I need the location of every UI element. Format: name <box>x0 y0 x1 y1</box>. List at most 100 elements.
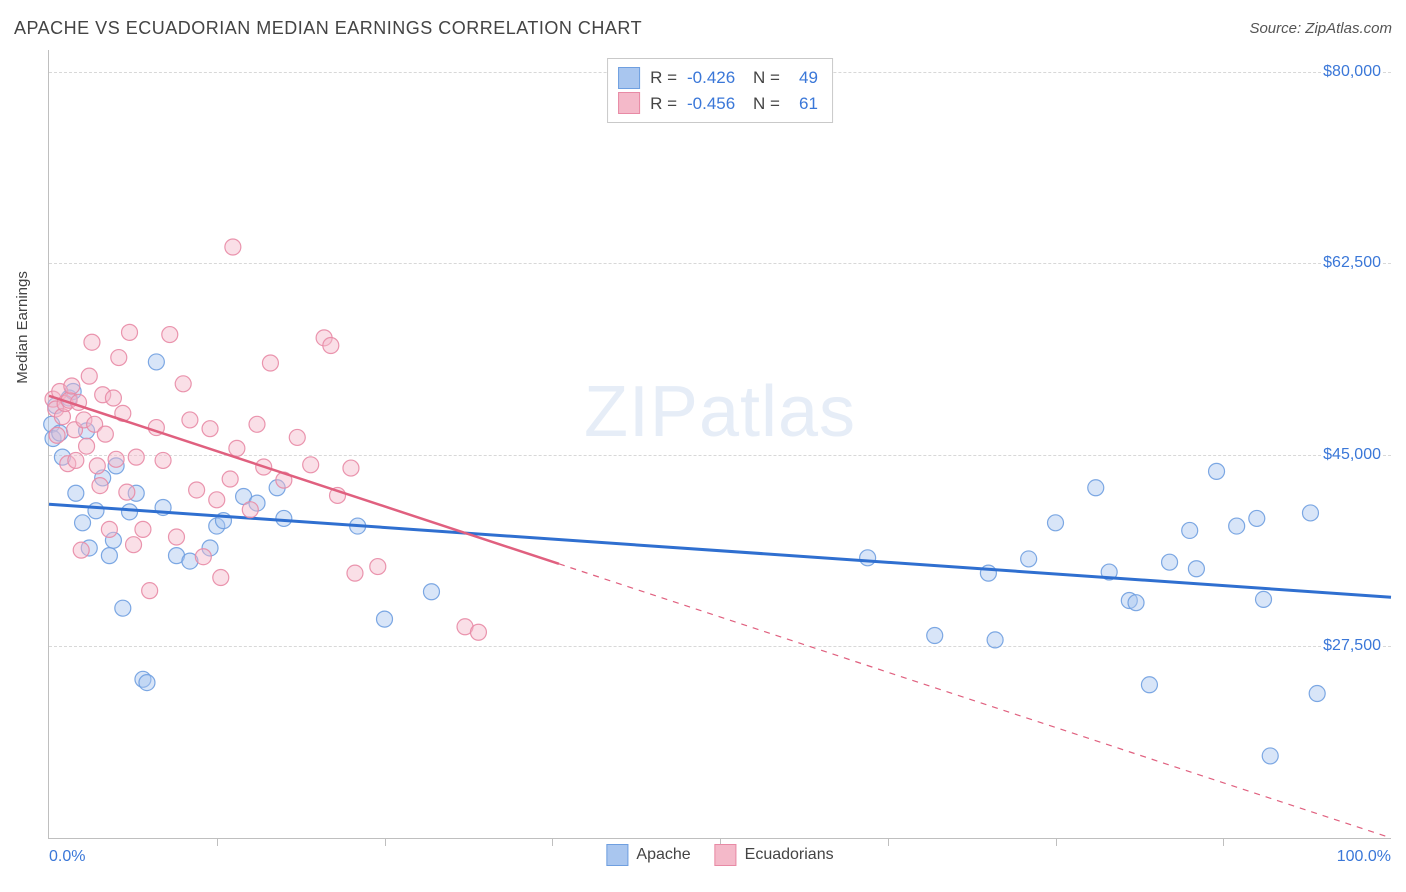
data-point <box>242 502 258 518</box>
data-point <box>370 559 386 575</box>
data-point <box>122 324 138 340</box>
data-point <box>84 334 100 350</box>
data-point <box>49 427 65 443</box>
legend-label-ecuadorians: Ecuadorians <box>745 846 834 864</box>
stat-r-apache: -0.426 <box>687 65 743 91</box>
data-point <box>73 542 89 558</box>
data-point <box>115 600 131 616</box>
stats-row-ecuadorians: R = -0.456 N = 61 <box>618 91 818 117</box>
data-point <box>128 449 144 465</box>
data-point <box>377 611 393 627</box>
stat-r-label: R = <box>650 91 677 117</box>
data-point <box>1309 686 1325 702</box>
data-point <box>222 471 238 487</box>
data-point <box>209 492 225 508</box>
data-point <box>343 460 359 476</box>
data-point <box>1048 515 1064 531</box>
data-point <box>1262 748 1278 764</box>
data-point <box>189 482 205 498</box>
chart-title: APACHE VS ECUADORIAN MEDIAN EARNINGS COR… <box>14 18 642 38</box>
data-point <box>162 327 178 343</box>
data-point <box>148 354 164 370</box>
data-point <box>92 478 108 494</box>
data-point <box>927 628 943 644</box>
data-point <box>101 548 117 564</box>
chart-source: Source: ZipAtlas.com <box>1249 20 1392 37</box>
chart-svg <box>49 50 1391 838</box>
data-point <box>860 550 876 566</box>
data-point <box>225 239 241 255</box>
data-point <box>81 368 97 384</box>
data-point <box>122 504 138 520</box>
data-point <box>1088 480 1104 496</box>
stat-n-label: N = <box>753 91 780 117</box>
data-point <box>229 440 245 456</box>
data-point <box>987 632 1003 648</box>
data-point <box>1302 505 1318 521</box>
stats-row-apache: R = -0.426 N = 49 <box>618 65 818 91</box>
data-point <box>1182 522 1198 538</box>
data-point <box>202 421 218 437</box>
stat-n-apache: 49 <box>790 65 818 91</box>
data-point <box>97 426 113 442</box>
data-point <box>108 451 124 467</box>
swatch-ecuadorians <box>618 92 640 114</box>
data-point <box>1209 463 1225 479</box>
data-point <box>89 458 105 474</box>
data-point <box>262 355 278 371</box>
data-point <box>79 438 95 454</box>
data-point <box>323 338 339 354</box>
stat-n-ecuadorians: 61 <box>790 91 818 117</box>
stat-r-ecuadorians: -0.456 <box>687 91 743 117</box>
legend-item-apache: Apache <box>606 844 690 866</box>
data-point <box>1162 554 1178 570</box>
data-point <box>88 503 104 519</box>
data-point <box>68 485 84 501</box>
data-point <box>139 675 155 691</box>
data-point <box>168 529 184 545</box>
data-point <box>213 570 229 586</box>
legend-item-ecuadorians: Ecuadorians <box>715 844 834 866</box>
data-point <box>155 452 171 468</box>
data-point <box>195 549 211 565</box>
stats-box: R = -0.426 N = 49 R = -0.456 N = 61 <box>607 58 833 123</box>
data-point <box>142 583 158 599</box>
data-point <box>64 378 80 394</box>
data-point <box>470 624 486 640</box>
trend-line <box>49 396 559 564</box>
data-point <box>182 412 198 428</box>
data-point <box>1021 551 1037 567</box>
x-tick-label: 0.0% <box>49 848 85 866</box>
data-point <box>119 484 135 500</box>
data-point <box>126 537 142 553</box>
data-point <box>68 452 84 468</box>
data-point <box>276 510 292 526</box>
data-point <box>1249 510 1265 526</box>
data-point <box>1256 591 1272 607</box>
y-axis-title: Median Earnings <box>14 271 31 384</box>
data-point <box>175 376 191 392</box>
data-point <box>303 457 319 473</box>
plot-area: ZIPatlas $27,500$45,000$62,500$80,000 0.… <box>48 50 1391 839</box>
data-point <box>75 515 91 531</box>
data-point <box>111 350 127 366</box>
data-point <box>105 390 121 406</box>
bottom-legend: Apache Ecuadorians <box>606 844 833 866</box>
data-point <box>249 416 265 432</box>
data-point <box>1229 518 1245 534</box>
data-point <box>423 584 439 600</box>
swatch-apache <box>618 67 640 89</box>
stat-r-label: R = <box>650 65 677 91</box>
legend-swatch-ecuadorians <box>715 844 737 866</box>
legend-swatch-apache <box>606 844 628 866</box>
data-point <box>1188 561 1204 577</box>
data-point <box>101 521 117 537</box>
data-point <box>1128 595 1144 611</box>
x-tick-label: 100.0% <box>1337 848 1391 866</box>
stat-n-label: N = <box>753 65 780 91</box>
data-point <box>135 521 151 537</box>
chart-header: APACHE VS ECUADORIAN MEDIAN EARNINGS COR… <box>14 18 1392 48</box>
legend-label-apache: Apache <box>636 846 690 864</box>
data-point <box>289 429 305 445</box>
data-point <box>347 565 363 581</box>
